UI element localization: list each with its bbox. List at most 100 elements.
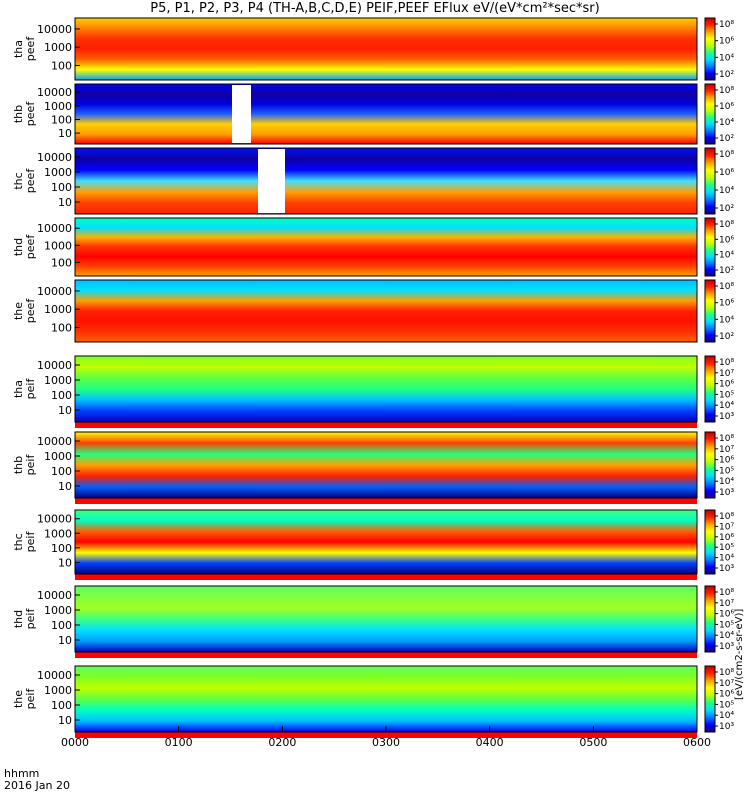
colorbar-the-peef: 10⁸ 10⁶ 10⁴ 10² xyxy=(704,279,734,343)
y-tick-label: 100 xyxy=(51,59,72,72)
chart-title: P5, P1, P2, P3, P4 (TH-A,B,C,D,E) PEIF,P… xyxy=(150,1,600,16)
colorbar-scale xyxy=(704,665,716,733)
y-axis-label: thd xyxy=(12,238,25,256)
panel-thc-peef-data-gap xyxy=(258,149,285,213)
panel-thc-peef-spectrogram xyxy=(74,147,698,215)
colorbar-tick-label: 10⁶ xyxy=(719,380,734,390)
y-tick-label: 10000 xyxy=(37,222,72,235)
panel-thd-peef-spectrogram xyxy=(74,217,698,277)
colorbar-tick-label: 10² xyxy=(719,70,734,80)
colorbar-tick-label: 10⁸ xyxy=(719,358,734,368)
x-tick-label: 0000 xyxy=(61,736,89,749)
y-tick-label: 1000 xyxy=(44,450,72,463)
colorbar-tick-label: 10⁵ xyxy=(719,700,734,710)
y-axis-label: peif xyxy=(24,454,37,476)
panel-tha-peef-spectrogram xyxy=(74,17,698,81)
colorbar-tick-label: 10⁴ xyxy=(719,477,734,487)
colorbar-tick-label: 10⁶ xyxy=(719,533,734,543)
y-tick-label: 100 xyxy=(51,465,72,478)
x-tick-label: 0300 xyxy=(372,736,400,749)
x-axis-date-label: 2016 Jan 20 xyxy=(4,779,70,792)
panel-tha-peif: 10000 1000 100 10 tha peif xyxy=(12,355,698,428)
y-tick-label: 10000 xyxy=(37,435,72,448)
colorbar-tick-label: 10² xyxy=(719,134,734,144)
panel-thd-peif-flag-strip xyxy=(75,652,697,658)
y-tick-label: 10000 xyxy=(37,151,72,164)
colorbar-tick-label: 10³ xyxy=(719,564,734,574)
x-axis-time-label: hhmm xyxy=(4,767,40,780)
colorbar-thd-peef: 10⁸ 10⁶ 10⁴ 10² xyxy=(704,217,734,277)
y-axis-label: peif xyxy=(24,531,37,553)
colorbar-tick-label: 10⁸ xyxy=(719,86,734,96)
y-axis-label: thd xyxy=(12,610,25,628)
panel-the-peef-spectrogram xyxy=(74,279,698,343)
colorbar-scale xyxy=(704,147,716,215)
colorbar-tick-label: 10⁸ xyxy=(719,220,734,230)
colorbar-scale xyxy=(704,509,716,575)
colorbar-tick-label: 10⁴ xyxy=(719,315,734,325)
y-tick-label: 1000 xyxy=(44,166,72,179)
y-tick-label: 10 xyxy=(58,196,72,209)
y-axis-label: the xyxy=(12,690,25,708)
panel-tha-peef: 10000 1000 100 tha peef xyxy=(12,17,698,81)
colorbar-tick-label: 10⁴ xyxy=(719,118,734,128)
y-axis-label: thc xyxy=(12,533,25,550)
y-tick-label: 1000 xyxy=(44,239,72,252)
y-tick-label: 10 xyxy=(58,714,72,727)
panel-thd-peef: 10000 1000 100 thd peef xyxy=(12,217,698,277)
y-tick-label: 1000 xyxy=(44,604,72,617)
y-tick-label: 10 xyxy=(58,404,72,417)
y-tick-label: 10 xyxy=(58,556,72,569)
colorbar-tick-label: 10⁴ xyxy=(719,251,734,261)
colorbar-tick-label: 10⁷ xyxy=(719,679,734,689)
y-tick-label: 10000 xyxy=(37,589,72,602)
x-tick-label: 0400 xyxy=(476,736,504,749)
colorbar-tick-label: 10⁷ xyxy=(719,369,734,379)
y-tick-label: 10000 xyxy=(37,359,72,372)
colorbar-scale xyxy=(704,431,716,499)
y-tick-label: 100 xyxy=(51,699,72,712)
y-axis-label: peef xyxy=(24,168,37,194)
y-tick-label: 100 xyxy=(51,542,72,555)
y-axis-label: peef xyxy=(24,36,37,62)
panel-the-peif: 10000 1000 100 10 the peif xyxy=(12,665,698,738)
colorbar-scale xyxy=(704,279,716,343)
colorbar-tick-label: 10⁶ xyxy=(719,37,734,47)
colorbar-scale xyxy=(704,355,716,423)
colorbar-tick-label: 10⁵ xyxy=(719,543,734,553)
colorbar-thc-peef: 10⁸ 10⁶ 10⁴ 10² xyxy=(704,147,734,215)
y-axis-label: the xyxy=(12,302,25,320)
x-tick-label: 0500 xyxy=(579,736,607,749)
y-tick-label: 100 xyxy=(51,256,72,269)
y-tick-label: 10000 xyxy=(37,669,72,682)
y-tick-label: 100 xyxy=(51,113,72,126)
colorbar-tick-label: 10² xyxy=(719,266,734,276)
colorbar-tick-label: 10⁸ xyxy=(719,20,734,30)
colorbar-tick-label: 10⁴ xyxy=(719,711,734,721)
colorbar-tick-label: 10⁸ xyxy=(719,282,734,292)
y-axis-label: peef xyxy=(24,101,37,127)
colorbar-tick-label: 10⁶ xyxy=(719,235,734,245)
y-tick-label: 10 xyxy=(58,127,72,140)
panel-thb-peef-data-gap xyxy=(232,85,251,143)
colorbar-tick-label: 10⁶ xyxy=(719,102,734,112)
y-tick-label: 1000 xyxy=(44,100,72,113)
colorbar-tick-label: 10⁶ xyxy=(719,299,734,309)
panel-thc-peif-spectrogram xyxy=(74,509,698,575)
y-axis-label: peif xyxy=(24,378,37,400)
colorbar-tick-label: 10⁸ xyxy=(719,668,734,678)
y-axis-label: tha xyxy=(12,40,25,58)
colorbar-tick-label: 10⁵ xyxy=(719,466,734,476)
panel-tha-peif-spectrogram xyxy=(74,355,698,423)
y-axis-label: thb xyxy=(12,456,25,474)
colorbar-tick-label: 10⁶ xyxy=(719,168,734,178)
colorbar-tick-label: 10⁷ xyxy=(719,445,734,455)
colorbar-tick-label: 10⁴ xyxy=(719,53,734,63)
colorbar-tick-label: 10³ xyxy=(719,488,734,498)
